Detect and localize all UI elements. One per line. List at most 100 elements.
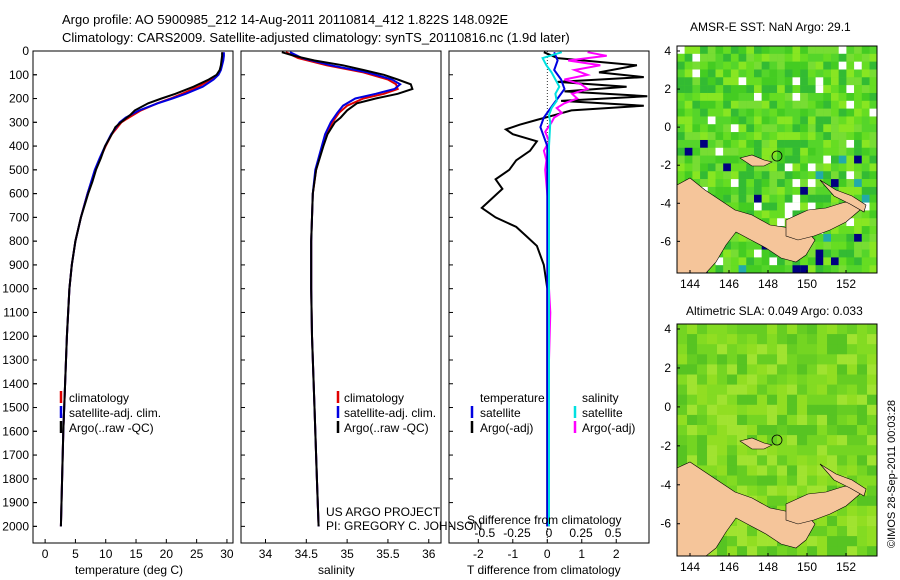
sst-cell <box>792 124 801 133</box>
temperature-series <box>59 52 225 527</box>
sst-cell <box>854 124 862 133</box>
sla-cell <box>777 414 788 426</box>
sst-cell <box>707 69 716 78</box>
sst-cell <box>792 92 801 101</box>
depth-tick-label: 400 <box>9 139 29 153</box>
sst-cell <box>846 257 855 266</box>
sla-cell <box>737 414 748 426</box>
sla-cell <box>867 414 878 426</box>
sst-cell <box>823 241 832 250</box>
sla-cell <box>717 435 728 446</box>
sla-cell <box>867 425 878 436</box>
sst-cell <box>807 171 816 180</box>
sst-cell <box>838 265 847 274</box>
sst-cell <box>715 85 724 94</box>
sst-map <box>676 45 878 274</box>
sst-cell <box>738 61 747 70</box>
sst-cell <box>869 147 878 156</box>
sst-cell <box>838 186 847 195</box>
depth-tick-label: 1900 <box>2 496 29 510</box>
sst-cell <box>831 46 839 54</box>
sla-cell <box>747 536 758 547</box>
sst-cell <box>838 139 847 148</box>
sla-cell <box>867 546 878 557</box>
sla-cell <box>807 354 818 365</box>
sst-cell <box>761 77 770 86</box>
sst-cell <box>838 233 847 242</box>
sla-cell <box>837 354 848 365</box>
sla-cell <box>767 455 778 466</box>
map-x-tick-label: 146 <box>719 277 739 291</box>
sst-cell <box>746 61 755 70</box>
sla-cell <box>747 374 758 385</box>
sst-cell <box>846 85 855 94</box>
sst-cell <box>861 155 870 164</box>
sst-cell <box>684 46 693 54</box>
sst-cell <box>854 100 862 109</box>
sla-cell <box>697 384 708 395</box>
sla-cell <box>747 354 758 365</box>
sst-cell <box>715 124 724 133</box>
sla-cell <box>767 465 778 476</box>
map-x-tick-label: 144 <box>680 277 700 291</box>
sla-cell <box>857 404 868 416</box>
sla-cell <box>847 344 858 355</box>
sst-cell <box>861 265 870 274</box>
sst-cell <box>784 171 793 180</box>
sla-cell <box>737 526 748 537</box>
sst-cell <box>754 69 762 78</box>
sla-cell <box>817 546 828 557</box>
sla-cell <box>787 445 798 456</box>
sla-cell <box>847 324 858 335</box>
sla-cell <box>697 455 708 466</box>
sla-cell <box>747 465 758 476</box>
x-tick-label: 36 <box>422 547 436 561</box>
sst-cell <box>715 155 724 164</box>
sla-cell <box>697 354 708 365</box>
sla-cell <box>677 334 688 345</box>
sst-cell <box>823 147 832 156</box>
sla-cell <box>757 364 768 375</box>
sst-cell <box>784 100 793 109</box>
sla-cell <box>827 515 838 527</box>
sst-cell <box>746 249 755 258</box>
sla-cell <box>817 485 828 496</box>
sla-cell <box>707 445 718 456</box>
sst-cell <box>869 179 878 188</box>
sst-cell <box>831 124 839 133</box>
sst-cell <box>869 85 878 94</box>
sst-cell <box>684 124 693 133</box>
sla-cell <box>687 445 698 456</box>
sst-cell <box>769 218 778 227</box>
map-x-tick-label: 146 <box>719 560 739 574</box>
sst-cell <box>707 116 716 125</box>
sla-cell <box>807 414 818 426</box>
sla-cell <box>717 374 728 385</box>
sla-cell <box>797 475 808 486</box>
sla-cell <box>857 414 868 426</box>
sla-cell <box>707 435 718 446</box>
map-y-tick-label: -4 <box>660 478 671 492</box>
sst-cell <box>831 249 839 258</box>
sla-cell <box>767 485 778 496</box>
sst-cell <box>815 186 824 195</box>
sst-cell <box>869 194 878 203</box>
sst-cell <box>746 108 755 117</box>
sst-cell <box>692 92 701 101</box>
sst-cell <box>723 85 731 94</box>
sst-cell <box>769 147 778 156</box>
sla-cell <box>757 435 768 446</box>
temperature-x-label: temperature (deg C) <box>75 563 183 577</box>
sst-cell <box>723 116 731 125</box>
sst-cell <box>815 265 824 274</box>
sst-cell <box>815 100 824 109</box>
sst-cell <box>854 92 862 101</box>
map-y-tick-label: 2 <box>664 82 671 96</box>
sla-cell <box>687 425 698 436</box>
sla-cell <box>867 394 878 405</box>
sst-cell <box>754 46 762 54</box>
sst-cell <box>700 139 708 148</box>
sst-cell <box>769 46 778 54</box>
sst-cell <box>769 53 778 62</box>
x-tick-label: 15 <box>129 547 143 561</box>
